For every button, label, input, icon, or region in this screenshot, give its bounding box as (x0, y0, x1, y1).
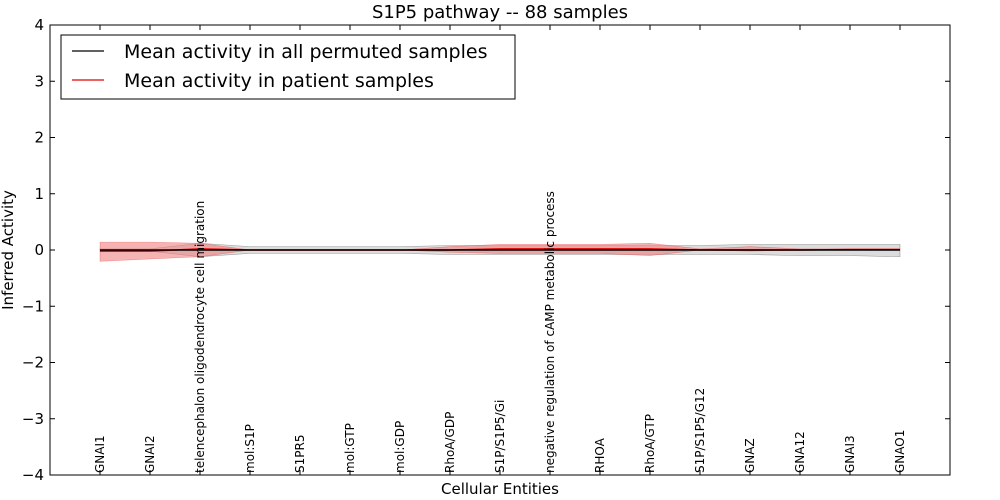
series-lines (100, 248, 900, 252)
x-category-label: negative regulation of cAMP metabolic pr… (543, 191, 557, 473)
x-category-labels: GNAI1 GNAI2 telencephalon oligodendrocyte … (93, 191, 907, 473)
confidence-bands (99, 241, 901, 262)
y-tick-label: 2 (34, 129, 44, 147)
x-category-label: S1PR5 (293, 435, 307, 473)
y-tick-label: 1 (34, 185, 44, 203)
legend-label-patient: Mean activity in patient samples (124, 70, 434, 92)
y-tick-label: 0 (34, 241, 44, 259)
x-category-label: RHOA (593, 437, 607, 473)
y-tick-labels: −4 −3 −2 −1 0 1 2 3 4 (22, 16, 44, 484)
x-category-label: mol:GDP (393, 421, 407, 473)
chart-title: S1P5 pathway -- 88 samples (372, 2, 628, 23)
x-category-label: RhoA/GDP (443, 412, 457, 473)
y-tick-label: 4 (34, 16, 44, 34)
legend-label-permuted: Mean activity in all permuted samples (124, 41, 487, 63)
y-tick-label: −3 (22, 410, 44, 428)
x-category-label: S1P/S1P5/G12 (693, 388, 707, 473)
x-category-label: GNAO1 (893, 430, 907, 473)
x-category-label: mol:GTP (343, 423, 357, 473)
x-category-label: RhoA/GTP (643, 414, 657, 473)
legend: Mean activity in all permuted samples Me… (60, 34, 516, 100)
x-category-label: S1P/S1P5/Gi (493, 400, 507, 473)
x-category-label: GNAZ (743, 438, 757, 473)
y-tick-label: −1 (22, 297, 44, 315)
x-category-label: GNAI2 (143, 435, 157, 473)
x-category-label: GNAI1 (93, 435, 107, 473)
y-tick-label: −2 (22, 354, 44, 372)
legend-box (60, 34, 516, 100)
x-category-label: GNA12 (793, 431, 807, 473)
y-axis-label: Inferred Activity (0, 190, 17, 310)
x-category-label: GNAI3 (843, 435, 857, 473)
x-axis-label: Cellular Entities (441, 480, 559, 498)
y-tick-label: −4 (22, 466, 44, 484)
x-category-label: telencephalon oligodendrocyte cell migra… (193, 201, 207, 473)
axis-ticks (50, 24, 950, 476)
y-tick-label: 3 (34, 72, 44, 90)
x-category-label: mol:S1P (243, 424, 257, 473)
